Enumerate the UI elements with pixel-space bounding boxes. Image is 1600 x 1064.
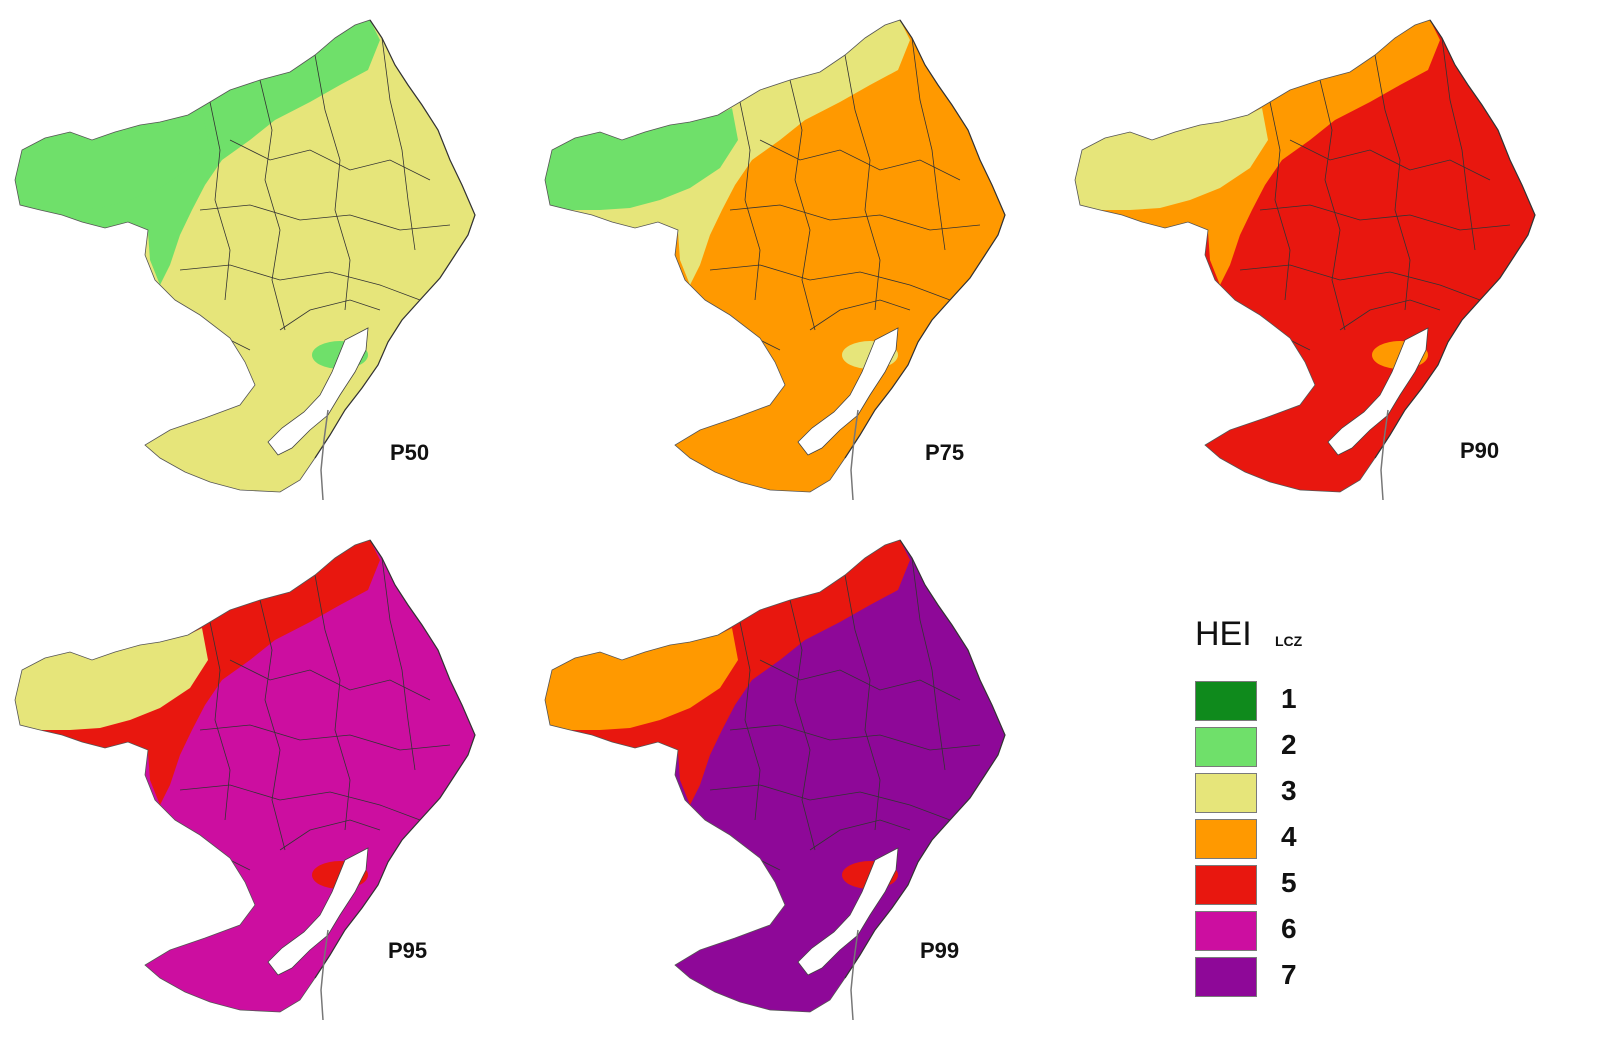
legend-level: 2	[1281, 729, 1297, 760]
district-boundary	[789, 79, 816, 331]
legend-level: 4	[1281, 821, 1297, 852]
district-boundary	[209, 621, 231, 821]
coastline	[844, 19, 1006, 459]
district-boundary	[1289, 139, 1491, 181]
breakwater	[850, 409, 859, 501]
district-boundary	[844, 54, 881, 311]
harbor	[267, 847, 369, 976]
legend-level: 1	[1281, 683, 1297, 714]
district-boundary	[381, 37, 416, 251]
district-boundary	[1269, 101, 1291, 301]
district-boundary	[759, 139, 961, 181]
district-boundary	[259, 79, 286, 331]
district-boundary	[179, 784, 421, 821]
district-boundary	[199, 204, 451, 231]
district-boundary	[1259, 204, 1511, 231]
district-boundary	[259, 599, 286, 851]
park-zone	[15, 628, 208, 730]
district-boundary	[709, 784, 951, 821]
legend-item-4: 4	[1195, 819, 1345, 861]
breakwater	[850, 929, 859, 1021]
harbor	[267, 327, 369, 456]
legend-swatch	[1195, 911, 1257, 951]
district-boundary	[789, 599, 816, 851]
hei-legend: HEI LCZ 1 2 3 4 5 6 7	[1195, 615, 1395, 1035]
legend-item-7: 7	[1195, 957, 1345, 999]
legend-level: 5	[1281, 867, 1297, 898]
park-zone	[15, 108, 208, 210]
district-boundary	[809, 819, 911, 851]
coastline	[844, 539, 1006, 979]
coastline	[314, 19, 476, 459]
legend-level: 7	[1281, 959, 1297, 990]
legend-swatch	[1195, 865, 1257, 905]
city-map	[544, 539, 1006, 1021]
legend-level: 6	[1281, 913, 1297, 944]
breakwater	[1380, 409, 1389, 501]
district-boundary	[911, 557, 946, 771]
district-boundary	[911, 37, 946, 251]
breakwater	[320, 409, 329, 501]
district-boundary	[279, 819, 381, 851]
city-map	[14, 19, 476, 501]
coastline	[1374, 19, 1536, 459]
park-zone	[545, 628, 738, 730]
district-boundary	[729, 204, 981, 231]
park-zone	[1075, 108, 1268, 210]
district-boundary	[199, 724, 451, 751]
legend-swatch	[1195, 727, 1257, 767]
legend-title: HEI	[1195, 615, 1252, 653]
district-boundary	[314, 54, 351, 311]
district-boundary	[1239, 264, 1481, 301]
map-panel-p90: P90	[1070, 10, 1570, 520]
district-boundary	[1319, 79, 1346, 331]
city-map	[14, 539, 476, 1021]
map-panel-p75: P75	[540, 10, 1040, 520]
harbor	[797, 847, 899, 976]
legend-swatch	[1195, 819, 1257, 859]
legend-swatch	[1195, 773, 1257, 813]
legend-item-5: 5	[1195, 865, 1345, 907]
district-boundary	[739, 101, 761, 301]
map-panel-p50: P50	[10, 10, 510, 520]
coastline	[314, 539, 476, 979]
district-boundary	[314, 574, 351, 831]
legend-swatch	[1195, 957, 1257, 997]
legend-item-6: 6	[1195, 911, 1345, 953]
park-zone	[545, 108, 738, 210]
map-panel-p99: P99	[540, 530, 1040, 1040]
legend-item-2: 2	[1195, 727, 1345, 769]
district-boundary	[739, 621, 761, 821]
harbor	[797, 327, 899, 456]
district-boundary	[209, 101, 231, 301]
district-boundary	[229, 139, 431, 181]
district-boundary	[759, 659, 961, 701]
district-boundary	[729, 724, 981, 751]
district-boundary	[844, 574, 881, 831]
panel-label: P90	[1460, 438, 1500, 463]
city-map	[1074, 19, 1536, 501]
legend-item-1: 1	[1195, 681, 1345, 723]
panel-label: P95	[388, 938, 428, 963]
district-boundary	[279, 299, 381, 331]
legend-item-3: 3	[1195, 773, 1345, 815]
district-boundary	[381, 557, 416, 771]
city-map	[544, 19, 1006, 501]
district-boundary	[1339, 299, 1441, 331]
map-panel-p95: P95	[10, 530, 510, 1040]
district-boundary	[1441, 37, 1476, 251]
district-boundary	[1374, 54, 1411, 311]
legend-subtitle: LCZ	[1275, 633, 1303, 649]
legend-level: 3	[1281, 775, 1297, 806]
district-boundary	[179, 264, 421, 301]
district-boundary	[229, 659, 431, 701]
district-boundary	[709, 264, 951, 301]
panel-label: P75	[925, 440, 965, 465]
district-boundary	[809, 299, 911, 331]
panel-label: P50	[390, 440, 430, 465]
panel-label: P99	[920, 938, 960, 963]
legend-swatch	[1195, 681, 1257, 721]
harbor	[1327, 327, 1429, 456]
breakwater	[320, 929, 329, 1021]
